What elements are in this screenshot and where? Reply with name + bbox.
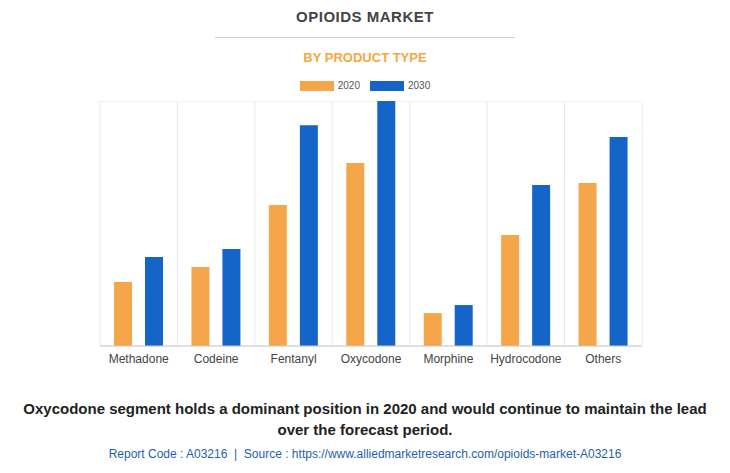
svg-text:Codeine: Codeine xyxy=(194,352,239,366)
svg-text:Hydrocodone: Hydrocodone xyxy=(490,352,562,366)
html-text:BY PRODUCT TYPE: BY PRODUCT TYPE xyxy=(303,50,427,65)
html-text:OPIOIDS MARKET: OPIOIDS MARKET xyxy=(296,8,434,25)
html-text:Oxycodone segment holds a domi: Oxycodone segment holds a dominant posit… xyxy=(23,400,707,438)
html-text:2030: 2030 xyxy=(408,80,431,91)
svg-text:Morphine: Morphine xyxy=(423,352,473,366)
svg-text:Fentanyl: Fentanyl xyxy=(271,352,317,366)
html-text:Report Code : A03216 | Source: Report Code : A03216 | Source : https://… xyxy=(108,447,622,461)
svg-text:Others: Others xyxy=(585,352,621,366)
html-text:2020: 2020 xyxy=(337,80,360,91)
svg-text:Oxycodone: Oxycodone xyxy=(341,352,402,366)
svg-text:Methadone: Methadone xyxy=(109,352,169,366)
